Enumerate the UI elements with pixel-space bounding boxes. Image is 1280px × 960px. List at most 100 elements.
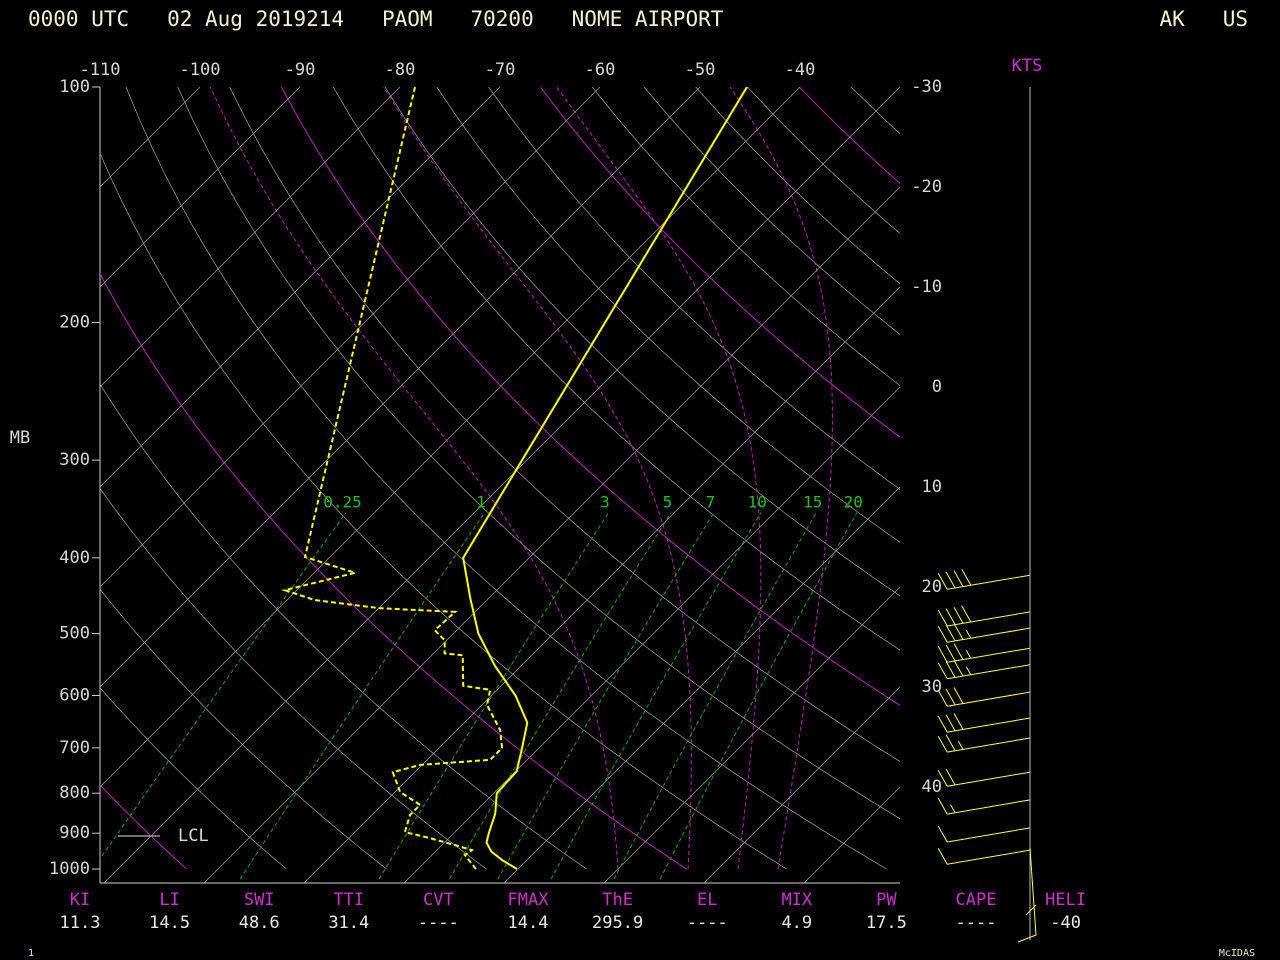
index-label: LI (159, 890, 179, 910)
wind-barb (937, 734, 1031, 753)
index-value: 31.4 (328, 913, 369, 933)
isotherm-label: -20 (911, 177, 942, 197)
wind-barb (937, 605, 1031, 627)
dry-adiabat (280, 87, 900, 706)
dry-adiabat (125, 87, 887, 870)
index-value: 14.5 (149, 913, 190, 933)
background-lines (100, 87, 900, 883)
isotherm (203, 186, 900, 883)
x-tick-label: -60 (585, 60, 616, 80)
isotherm-label: 40 (922, 777, 942, 797)
index-label: PW (876, 890, 897, 910)
footer-left: 1 (28, 948, 34, 959)
mixing-ratio-line (550, 512, 762, 880)
isotherm (100, 87, 501, 488)
y-tick-label: 500 (59, 624, 90, 644)
dry-adiabat (384, 87, 900, 597)
x-tick-label: -50 (685, 60, 716, 80)
x-tick-label: -70 (485, 60, 516, 80)
index-value: -40 (1050, 913, 1081, 933)
dry-adiabat (100, 487, 487, 870)
isotherm (303, 286, 900, 883)
mixing-ratio-line (100, 512, 347, 860)
isotherm-label: 0 (932, 377, 942, 397)
mixing-ratio-label: 5 (663, 493, 673, 512)
y-tick-label: 700 (59, 738, 90, 758)
y-tick-label: 600 (59, 686, 90, 706)
hodograph (1017, 847, 1037, 943)
y-tick-label: 400 (59, 548, 90, 568)
x-tick-label: -110 (80, 60, 121, 80)
y-tick-label: 100 (59, 77, 90, 97)
chart-title: 0000 UTC 02 Aug 2019214 PAOM 70200 NOME … (28, 7, 724, 31)
dry-adiabat (436, 87, 900, 543)
wind-barb (937, 659, 1031, 680)
index-label: MIX (781, 890, 812, 910)
index-value: 14.4 (508, 913, 549, 933)
isotherm (703, 686, 900, 883)
mixing-ratio-label: 0.25 (323, 493, 362, 512)
isotherm-label: 30 (922, 677, 942, 697)
isotherm (403, 386, 900, 883)
profiles (281, 87, 748, 870)
dry-adiabat (488, 87, 900, 490)
isotherm-label: -30 (911, 77, 942, 97)
isotherm-label: -10 (911, 277, 942, 297)
index-label: FMAX (508, 890, 550, 910)
x-tick-label: -80 (385, 60, 416, 80)
y-axis-label: MB (10, 428, 30, 448)
isotherm (103, 87, 900, 883)
isotherm (603, 586, 900, 883)
index-value: 11.3 (60, 913, 101, 933)
wind-barb (937, 768, 1031, 787)
mixing-ratio-label: 15 (803, 493, 822, 512)
x-tick-label: -40 (785, 60, 816, 80)
mixing-ratio-label: 20 (844, 493, 863, 512)
index-value: ---- (956, 913, 997, 933)
index-value: 4.9 (781, 913, 812, 933)
footer-right: McIDAS (1219, 948, 1255, 959)
wind-barb (937, 713, 1031, 733)
y-tick-label: 900 (59, 823, 90, 843)
isotherm-label: 20 (922, 577, 942, 597)
y-tick-label: 200 (59, 312, 90, 332)
mixing-ratio-line (659, 512, 858, 880)
wind-barb (937, 848, 1031, 865)
index-value: 48.6 (239, 913, 280, 933)
dewpoint-line (281, 87, 504, 870)
index-value: 17.5 (866, 913, 907, 933)
mixing-ratio-line (613, 512, 817, 880)
moist-adiabat (209, 87, 619, 870)
isotherm-label: 10 (922, 477, 942, 497)
wind-barb (937, 825, 1031, 843)
isotherm (100, 87, 301, 288)
mixing-ratio-label: 1 (476, 493, 486, 512)
y-tick-label: 300 (59, 450, 90, 470)
wind-barb (937, 797, 1031, 815)
mixing-ratio-label: 7 (705, 493, 715, 512)
wind-barb (937, 687, 1031, 707)
moist-adiabat (556, 87, 762, 870)
wind-barb (937, 623, 1031, 643)
x-tick-label: -100 (180, 60, 221, 80)
index-value: 295.9 (592, 913, 643, 933)
index-label: HELI (1045, 890, 1086, 910)
dry-adiabat (100, 152, 787, 870)
isotherm (100, 87, 701, 688)
lcl-legend: LCL (178, 826, 209, 846)
index-value: ---- (687, 913, 728, 933)
index-label: TTI (333, 890, 364, 910)
index-label: CVT (423, 890, 454, 910)
moist-adiabat (729, 87, 833, 870)
dry-adiabat (229, 87, 900, 762)
mixing-ratio-line (497, 512, 715, 880)
mixing-ratio-label: 10 (748, 493, 767, 512)
mixing-ratio-line (239, 512, 486, 880)
wind-unit: KTS (1012, 56, 1043, 76)
index-label: ThE (602, 890, 633, 910)
dry-adiabat (100, 272, 687, 870)
index-label: CAPE (956, 890, 997, 910)
